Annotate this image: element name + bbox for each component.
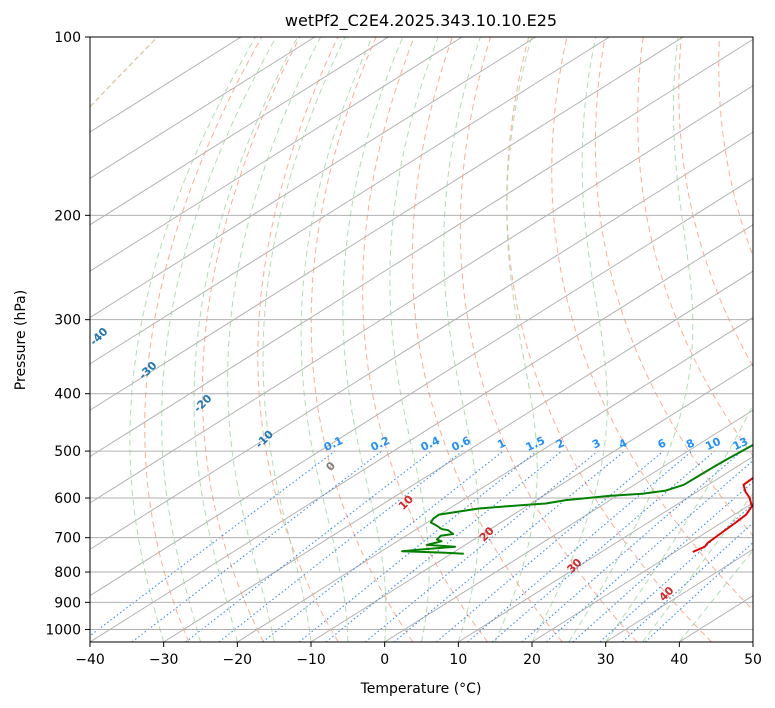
x-tick-label: 40 bbox=[670, 652, 688, 668]
y-tick-label: 300 bbox=[54, 313, 81, 329]
temperature-line bbox=[692, 476, 753, 553]
mixing-ratio-label: 10 bbox=[703, 435, 723, 453]
isotherm bbox=[237, 316, 753, 642]
moist-adiabat bbox=[193, 37, 299, 642]
y-tick-label: 200 bbox=[54, 208, 81, 224]
isotherm bbox=[90, 37, 536, 319]
y-tick-label: 900 bbox=[54, 595, 81, 611]
moist-adiabat bbox=[227, 37, 321, 642]
isotherm bbox=[752, 641, 753, 642]
background-guide-lines bbox=[0, 37, 775, 642]
isotherm bbox=[90, 177, 753, 597]
dry-adiabat bbox=[411, 37, 563, 642]
dry-adiabat-label: -60 bbox=[14, 240, 37, 263]
mixing-ratio-line bbox=[467, 450, 693, 642]
dry-adiabat-label: -50 bbox=[46, 286, 69, 309]
mixing-ratio-line bbox=[262, 450, 504, 642]
dry-adiabat bbox=[310, 37, 414, 642]
x-axis-title: Temperature (°C) bbox=[360, 681, 482, 697]
mixing-ratio-line bbox=[521, 450, 743, 642]
moist-adiabat bbox=[300, 37, 373, 642]
mixing-ratio-line bbox=[90, 450, 336, 637]
dry-adiabat bbox=[201, 37, 301, 642]
isotherm bbox=[90, 224, 753, 642]
moist-adiabat bbox=[262, 37, 346, 642]
plot-frame bbox=[89, 36, 754, 643]
reference-curve bbox=[0, 37, 62, 642]
moist-adiabat bbox=[494, 37, 538, 642]
isotherm bbox=[90, 37, 463, 272]
moist-adiabat bbox=[443, 37, 481, 642]
dry-adiabat bbox=[362, 37, 489, 642]
dry-adiabat bbox=[506, 37, 713, 642]
mixing-ratio-line bbox=[393, 450, 625, 642]
dry-adiabat bbox=[144, 37, 263, 642]
y-axis: 100 200 300 400 500 600 700 800 900 1000 bbox=[45, 30, 90, 638]
isotherm bbox=[384, 409, 753, 642]
mixing-ratio-line bbox=[644, 541, 753, 642]
x-tick-label: 0 bbox=[380, 652, 389, 668]
dry-adiabat bbox=[758, 37, 775, 642]
sounding-series bbox=[401, 443, 753, 555]
x-tick-label: 50 bbox=[744, 652, 762, 668]
dry-adiabat bbox=[594, 37, 753, 537]
plot-background bbox=[90, 37, 753, 642]
x-axis: −40 −30 −20 −10 0 10 20 30 40 50 bbox=[75, 642, 762, 668]
moist-adiabat bbox=[605, 403, 753, 642]
y-tick-label: 400 bbox=[54, 387, 81, 403]
dry-adiabat bbox=[678, 37, 753, 368]
pressure-gridlines bbox=[90, 37, 753, 630]
isotherm bbox=[90, 37, 315, 179]
dry-adiabat bbox=[637, 37, 753, 457]
isotherm bbox=[458, 455, 753, 642]
isotherm bbox=[90, 38, 753, 458]
dewpoint-line bbox=[401, 443, 753, 555]
dry-adiabat-label: -70 bbox=[0, 197, 11, 220]
mixing-ratio-line bbox=[131, 450, 383, 642]
x-tick-label: −40 bbox=[75, 652, 105, 668]
isotherm bbox=[90, 37, 389, 226]
mixing-ratio-label: 16 bbox=[753, 435, 773, 453]
y-tick-label: 700 bbox=[54, 531, 81, 547]
isotherm bbox=[90, 37, 610, 365]
x-tick-label: −30 bbox=[149, 652, 179, 668]
x-tick-label: 10 bbox=[449, 652, 467, 668]
moist-adiabat bbox=[342, 37, 404, 642]
moist-adiabat bbox=[389, 37, 439, 642]
x-tick-label: 30 bbox=[597, 652, 615, 668]
x-tick-label: −20 bbox=[223, 652, 253, 668]
mixing-ratio-line bbox=[325, 450, 563, 642]
isotherm bbox=[310, 363, 753, 642]
dry-adiabat bbox=[551, 37, 753, 611]
y-tick-label: 100 bbox=[54, 30, 81, 46]
isotherm bbox=[163, 270, 753, 642]
y-axis-title: Pressure (hPa) bbox=[13, 290, 29, 390]
moist-adiabat bbox=[129, 37, 256, 642]
y-tick-label: 500 bbox=[54, 444, 81, 460]
x-tick-label: −10 bbox=[296, 652, 326, 668]
isotherm bbox=[90, 37, 684, 411]
isotherm bbox=[531, 502, 753, 642]
moist-adiabat bbox=[642, 492, 753, 642]
mixing-ratio-line bbox=[436, 450, 664, 642]
mixing-ratio-line bbox=[491, 450, 715, 642]
dry-adiabat bbox=[459, 37, 638, 642]
moist-adiabat bbox=[678, 549, 753, 642]
y-tick-label: 800 bbox=[54, 565, 81, 581]
mixing-ratio-line bbox=[622, 522, 753, 642]
chart-title: wetPf2_C2E4.2025.343.10.10.E25 bbox=[285, 11, 557, 31]
y-tick-label: 1000 bbox=[45, 622, 81, 638]
mixing-ratio-label: 13 bbox=[731, 435, 750, 453]
y-tick-label: 600 bbox=[54, 491, 81, 507]
mixing-ratio-line bbox=[545, 459, 753, 642]
x-tick-label: 20 bbox=[523, 652, 541, 668]
moist-adiabat bbox=[161, 37, 277, 642]
isotherm bbox=[90, 131, 753, 550]
isotherm bbox=[90, 85, 753, 504]
